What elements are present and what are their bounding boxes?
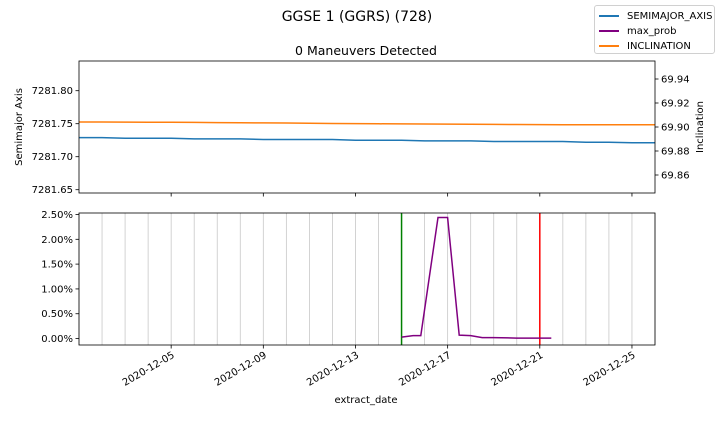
bottom-y-tick-label: 2.50% bbox=[41, 210, 73, 221]
bottom-y-tick-label: 1.00% bbox=[41, 284, 73, 295]
bottom-y-tick-label: 1.50% bbox=[41, 260, 73, 271]
top-left-y-tick-label: 7281.75 bbox=[32, 119, 73, 130]
series-line-inclination bbox=[79, 121, 655, 126]
legend-item-semimajor-axis: SEMIMAJOR_AXIS bbox=[599, 9, 712, 23]
top-right-y-tick-label: 69.88 bbox=[661, 147, 690, 158]
legend-item-inclination: INCLINATION bbox=[599, 39, 691, 53]
bottom-x-tick-label: 2020-12-17 bbox=[397, 350, 453, 389]
bottom-x-tick-label: 2020-12-25 bbox=[582, 350, 638, 389]
legend-label-semimajor-axis: SEMIMAJOR_AXIS bbox=[627, 10, 713, 22]
legend-swatch-semimajor-axis bbox=[599, 15, 619, 17]
legend-label-max-prob: max_prob bbox=[627, 25, 677, 37]
bottom-y-tick-label: 2.00% bbox=[41, 235, 73, 246]
top-chart-title: 0 Maneuvers Detected bbox=[295, 43, 437, 58]
figure-title: GGSE 1 (GGRS) (728) bbox=[282, 9, 433, 25]
legend-item-max-prob: max_prob bbox=[599, 24, 677, 38]
top-right-y-tick-label: 69.94 bbox=[661, 75, 690, 86]
legend-label-inclination: INCLINATION bbox=[627, 40, 691, 52]
top-right-y-tick-label: 69.86 bbox=[661, 171, 690, 182]
top-y-axis-label: Semimajor Axis bbox=[14, 88, 25, 166]
legend-swatch-max-prob bbox=[599, 30, 619, 32]
series-line-max-prob bbox=[401, 216, 552, 339]
top-left-y-tick-label: 7281.80 bbox=[32, 86, 73, 97]
top-plot-frame bbox=[78, 60, 656, 194]
top-right-y-tick-label: 69.92 bbox=[661, 99, 690, 110]
top-left-y-tick-label: 7281.70 bbox=[32, 152, 73, 163]
top-right-y-tick-label: 69.90 bbox=[661, 123, 690, 134]
plot-layer: 7281.65 7281.70 7281.75 7281.80 69.86 69.88 69… bbox=[32, 60, 690, 389]
bottom-x-axis-label: extract_date bbox=[334, 395, 397, 406]
bottom-x-tick-label: 2020-12-21 bbox=[489, 350, 545, 389]
top-right-y-axis-label: Inclination bbox=[695, 101, 706, 153]
series-line-semimajor-axis bbox=[79, 136, 655, 144]
bottom-x-tick-label: 2020-12-05 bbox=[121, 350, 177, 389]
top-left-y-tick-label: 7281.65 bbox=[32, 185, 73, 196]
legend-swatch-inclination bbox=[599, 45, 619, 47]
bottom-y-tick-label: 0.50% bbox=[41, 309, 73, 320]
bottom-plot-frame bbox=[78, 212, 656, 346]
legend: SEMIMAJOR_AXIS max_prob INCLINATION bbox=[594, 5, 715, 54]
bottom-x-tick-label: 2020-12-13 bbox=[305, 350, 361, 389]
bottom-y-tick-label: 0.00% bbox=[41, 334, 73, 345]
bottom-x-tick-label: 2020-12-09 bbox=[213, 350, 269, 389]
